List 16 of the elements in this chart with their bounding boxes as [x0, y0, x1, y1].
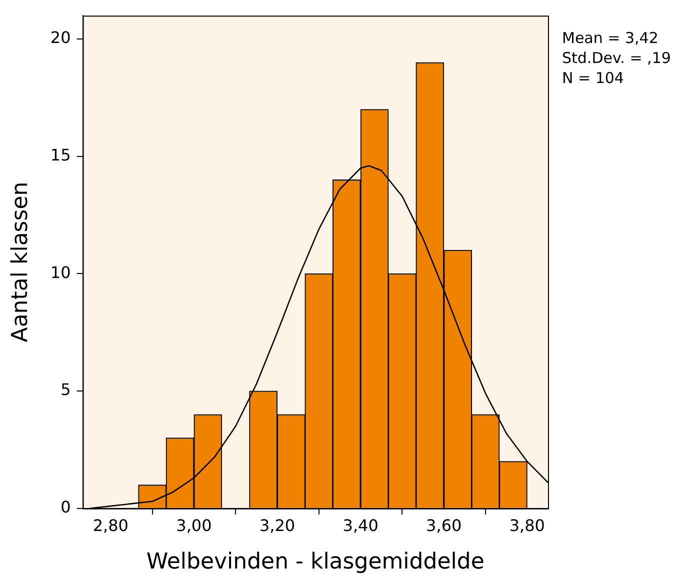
y-tick-label: 5: [60, 380, 71, 400]
y-axis-title: Aantal klassen: [8, 182, 33, 342]
x-tick-label: 3,80: [509, 516, 545, 536]
text: Mean = 3,42: [562, 28, 658, 47]
x-tick-label: 3,60: [426, 516, 462, 536]
text: Std.Dev. = ,19: [562, 48, 671, 67]
x-axis-title: Welbevinden - klasgemiddelde: [146, 550, 484, 575]
y-tick-label: 15: [50, 146, 71, 165]
x-tick-label: 3,20: [259, 516, 296, 536]
y-tick-label: 0: [60, 498, 71, 517]
x-tick-label: 3,00: [176, 516, 212, 536]
y-tick-label: 20: [50, 28, 71, 48]
x-tick-label: 2,80: [92, 516, 128, 536]
x-tick-label: 3,40: [342, 516, 378, 536]
text: N = 104: [562, 68, 624, 87]
y-tick-label: 10: [50, 262, 71, 282]
